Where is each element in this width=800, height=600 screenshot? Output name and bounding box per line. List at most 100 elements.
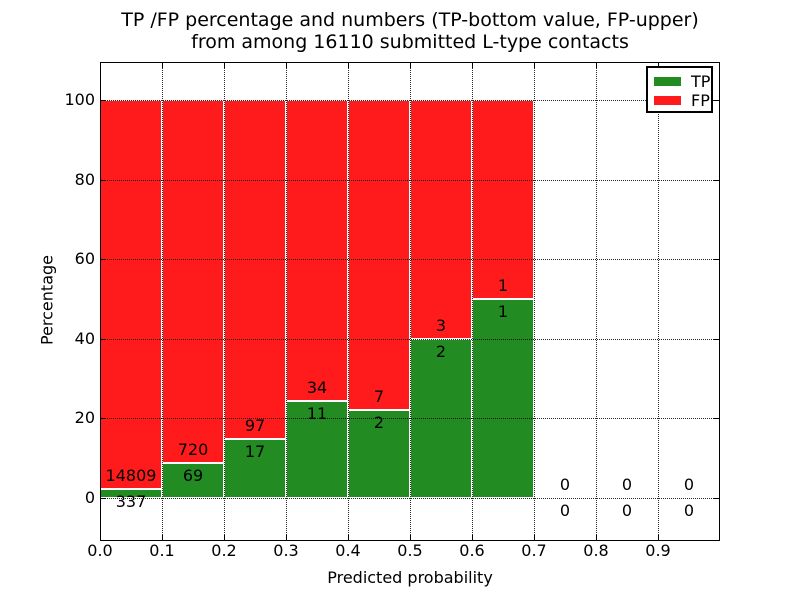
chart-title-line2: from among 16110 submitted L-type contac… [191, 31, 629, 53]
annotation-fp-count: 1 [497, 276, 509, 296]
y-tick-label: 40 [74, 328, 95, 348]
annotation-tp-count: 0 [683, 501, 695, 521]
annotation-tp-count: 0 [559, 501, 571, 521]
x-tick-mark-top [658, 62, 659, 68]
y-tick-mark [100, 418, 106, 420]
chart-title: TP /FP percentage and numbers (TP-bottom… [100, 9, 720, 53]
annotation-fp-count: 0 [683, 475, 695, 495]
bar-fp [472, 100, 534, 300]
y-tick-mark [100, 259, 106, 261]
y-tick-mark [100, 498, 106, 500]
bar-fp [100, 100, 162, 490]
y-tick-mark-right [714, 498, 720, 500]
x-tick-mark-top [596, 62, 597, 68]
x-tick-mark [286, 535, 287, 541]
x-tick-mark [100, 535, 101, 541]
x-tick-label: 0.0 [87, 541, 113, 560]
x-tick-mark-top [286, 62, 287, 68]
x-tick-mark [348, 535, 349, 541]
bar-tp [162, 463, 224, 499]
x-tick-mark [410, 535, 411, 541]
gridline-x [162, 62, 163, 541]
bar-tp [472, 299, 534, 499]
y-tick-mark-right [714, 259, 720, 261]
bar-tp [286, 400, 348, 499]
annotation-tp-count: 2 [435, 341, 447, 361]
x-tick-label: 0.6 [459, 541, 485, 560]
x-tick-mark-top [348, 62, 349, 68]
x-tick-label: 0.2 [211, 541, 237, 560]
bar-tp [224, 438, 286, 499]
gridline-x [596, 62, 597, 541]
gridline-x [472, 62, 473, 541]
x-tick-mark [596, 535, 597, 541]
annotation-tp-count: 17 [244, 441, 266, 461]
gridline-x [658, 62, 659, 541]
annotation-tp-count: 0 [621, 501, 633, 521]
x-tick-label: 0.3 [273, 541, 299, 560]
legend-row-tp: TP [654, 72, 711, 91]
y-tick-mark [100, 179, 106, 181]
annotation-fp-count: 34 [306, 377, 328, 397]
x-tick-mark [534, 535, 535, 541]
x-tick-mark-top [162, 62, 163, 68]
x-tick-mark [658, 535, 659, 541]
annotation-tp-count: 2 [373, 412, 385, 432]
annotation-tp-count: 337 [115, 492, 147, 512]
y-tick-mark-right [714, 179, 720, 181]
annotation-fp-count: 7 [373, 386, 385, 406]
gridline-x [534, 62, 535, 541]
gridline-x [410, 62, 411, 541]
y-tick-mark [100, 338, 106, 340]
annotation-fp-count: 3 [435, 315, 447, 335]
x-tick-label: 0.8 [583, 541, 609, 560]
y-tick-label: 0 [84, 488, 95, 508]
x-axis-label: Predicted probability [327, 568, 493, 587]
x-tick-label: 0.4 [335, 541, 361, 560]
y-tick-label: 20 [74, 408, 95, 428]
x-tick-mark [162, 535, 163, 541]
y-tick-label: 80 [74, 169, 95, 189]
bar-fp [162, 100, 224, 464]
bar-fp [348, 100, 410, 410]
annotation-fp-count: 14809 [105, 466, 157, 486]
y-tick-mark [100, 100, 106, 102]
gridline-x [348, 62, 349, 541]
x-tick-mark-top [224, 62, 225, 68]
annotation-tp-count: 1 [497, 302, 509, 322]
x-tick-label: 0.5 [397, 541, 423, 560]
legend-fp-swatch [654, 96, 681, 105]
x-tick-label: 0.9 [645, 541, 671, 560]
bar-fp [410, 100, 472, 339]
gridline-x [224, 62, 225, 541]
annotation-tp-count: 69 [182, 466, 204, 486]
legend-tp-swatch [654, 77, 681, 86]
x-tick-label: 0.1 [149, 541, 175, 560]
x-tick-mark-top [472, 62, 473, 68]
annotation-fp-count: 0 [559, 475, 571, 495]
annotation-fp-count: 97 [244, 415, 266, 435]
bar-fp [224, 100, 286, 439]
y-tick-label: 60 [74, 249, 95, 269]
x-tick-mark [224, 535, 225, 541]
annotation-fp-count: 0 [621, 475, 633, 495]
y-tick-mark-right [714, 338, 720, 340]
legend-label-tp: TP [691, 72, 711, 91]
y-tick-label: 100 [64, 90, 95, 110]
y-tick-mark-right [714, 418, 720, 420]
y-tick-mark-right [714, 100, 720, 102]
x-tick-mark-top [100, 62, 101, 68]
legend-row-fp: FP [654, 91, 711, 110]
x-tick-mark-top [534, 62, 535, 68]
legend-label-fp: FP [691, 91, 710, 110]
chart-title-line1: TP /FP percentage and numbers (TP-bottom… [121, 9, 699, 31]
x-tick-label: 0.7 [521, 541, 547, 560]
gridline-x [286, 62, 287, 541]
annotation-fp-count: 720 [177, 440, 209, 460]
bar-fp [286, 100, 348, 401]
x-tick-mark-top [410, 62, 411, 68]
legend: TP FP [646, 66, 713, 113]
annotation-tp-count: 11 [306, 403, 328, 423]
x-tick-mark [472, 535, 473, 541]
